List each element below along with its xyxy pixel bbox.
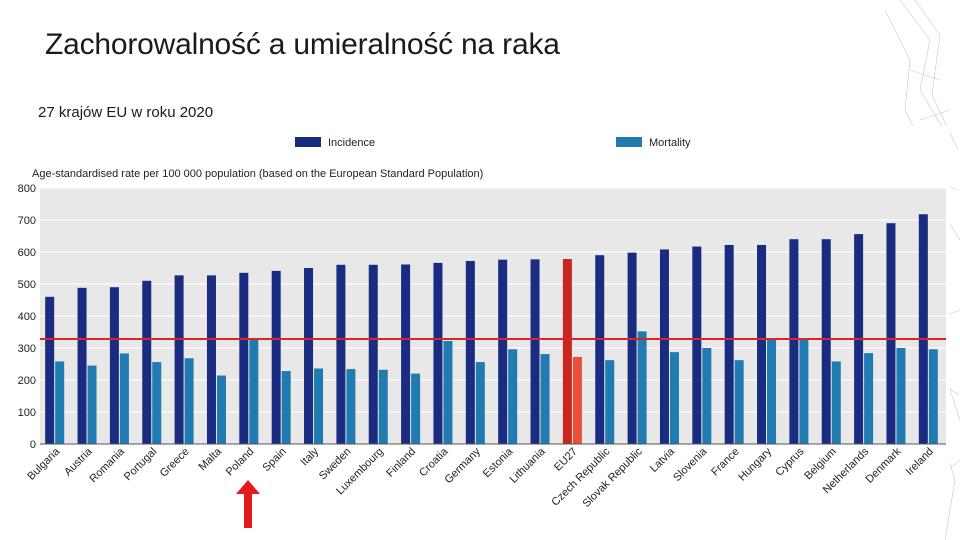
bar-incidence-finland: [401, 264, 411, 444]
bar-incidence-czech-republic: [595, 255, 605, 444]
bar-mortality-sweden: [346, 369, 356, 444]
y-tick-label: 700: [18, 215, 36, 227]
bar-mortality-latvia: [669, 352, 679, 444]
bar-mortality-poland: [249, 339, 259, 444]
bar-mortality-germany: [475, 362, 485, 444]
bar-incidence-slovenia: [692, 246, 702, 444]
bar-incidence-slovak-republic: [627, 252, 637, 444]
y-tick-label: 100: [18, 407, 36, 419]
bar-mortality-hungary: [767, 339, 777, 444]
bar-incidence-portugal: [142, 280, 152, 444]
y-tick-label: 0: [30, 439, 36, 451]
bar-mortality-italy: [314, 368, 324, 444]
y-tick-label: 600: [18, 247, 36, 259]
bar-mortality-finland: [411, 373, 421, 444]
bar-incidence-croatia: [433, 262, 443, 444]
bar-incidence-denmark: [886, 223, 896, 444]
bar-mortality-croatia: [443, 340, 453, 444]
y-axis-ticks: 0 100 200 300 400 500 600 700 800: [18, 183, 36, 451]
legend-incidence-label: Incidence: [328, 137, 375, 149]
legend-mortality-swatch: [616, 137, 642, 147]
bar-incidence-ireland: [918, 214, 928, 444]
bar-incidence-austria: [77, 287, 87, 444]
bar-mortality-greece: [184, 358, 194, 444]
bar-incidence-cyprus: [789, 239, 799, 444]
bar-mortality-netherlands: [864, 353, 874, 444]
bar-mortality-denmark: [896, 348, 906, 444]
bar-incidence-italy: [304, 268, 314, 444]
bar-mortality-slovenia: [702, 348, 712, 444]
legend: Incidence Mortality: [295, 137, 691, 149]
bar-incidence-luxembourg: [368, 264, 378, 444]
bar-incidence-spain: [271, 270, 281, 444]
bar-mortality-belgium: [831, 361, 841, 444]
bar-mortality-romania: [119, 353, 129, 444]
bar-mortality-ireland: [928, 349, 938, 444]
bar-incidence-greece: [174, 275, 184, 444]
bar-incidence-romania: [109, 287, 119, 444]
y-axis-label: Age-standardised rate per 100 000 popula…: [32, 168, 483, 180]
y-tick-label: 200: [18, 375, 36, 387]
bar-incidence-france: [724, 244, 734, 444]
y-tick-label: 800: [18, 183, 36, 195]
y-tick-label: 300: [18, 343, 36, 355]
bar-mortality-bulgaria: [55, 361, 65, 444]
bar-incidence-lithuania: [530, 259, 540, 444]
bar-mortality-portugal: [152, 362, 162, 444]
bar-mortality-czech-republic: [605, 360, 615, 444]
bar-mortality-malta: [216, 375, 226, 444]
bar-incidence-bulgaria: [45, 296, 55, 444]
bar-mortality-france: [734, 360, 744, 444]
bar-incidence-latvia: [659, 249, 669, 444]
bar-incidence-sweden: [336, 264, 346, 444]
bar-mortality-cyprus: [799, 339, 809, 444]
y-tick-label: 400: [18, 311, 36, 323]
bar-chart: Incidence Mortality Age-standardised rat…: [8, 126, 950, 510]
bar-incidence-malta: [206, 275, 216, 444]
poland-marker-arrow-icon: [236, 480, 261, 528]
bar-incidence-belgium: [821, 239, 831, 444]
legend-incidence-swatch: [295, 137, 321, 147]
bar-incidence-poland: [239, 272, 249, 444]
bar-mortality-eu27: [572, 356, 582, 444]
slide-title: Zachorowalność a umieralność na raka: [45, 28, 560, 61]
bar-incidence-hungary: [757, 244, 767, 444]
y-tick-label: 500: [18, 279, 36, 291]
bar-incidence-eu27: [562, 259, 572, 444]
bar-mortality-spain: [281, 371, 291, 444]
slide-subtitle: 27 krajów EU w roku 2020: [38, 104, 214, 121]
bar-incidence-estonia: [498, 259, 508, 444]
bar-mortality-estonia: [508, 349, 518, 444]
chart-panel: Incidence Mortality Age-standardised rat…: [8, 126, 950, 510]
legend-mortality-label: Mortality: [649, 137, 691, 149]
bar-mortality-lithuania: [540, 354, 550, 444]
bar-mortality-slovak-republic: [637, 331, 647, 444]
bar-incidence-germany: [465, 260, 475, 444]
bar-mortality-austria: [87, 365, 97, 444]
bar-mortality-luxembourg: [378, 369, 388, 444]
